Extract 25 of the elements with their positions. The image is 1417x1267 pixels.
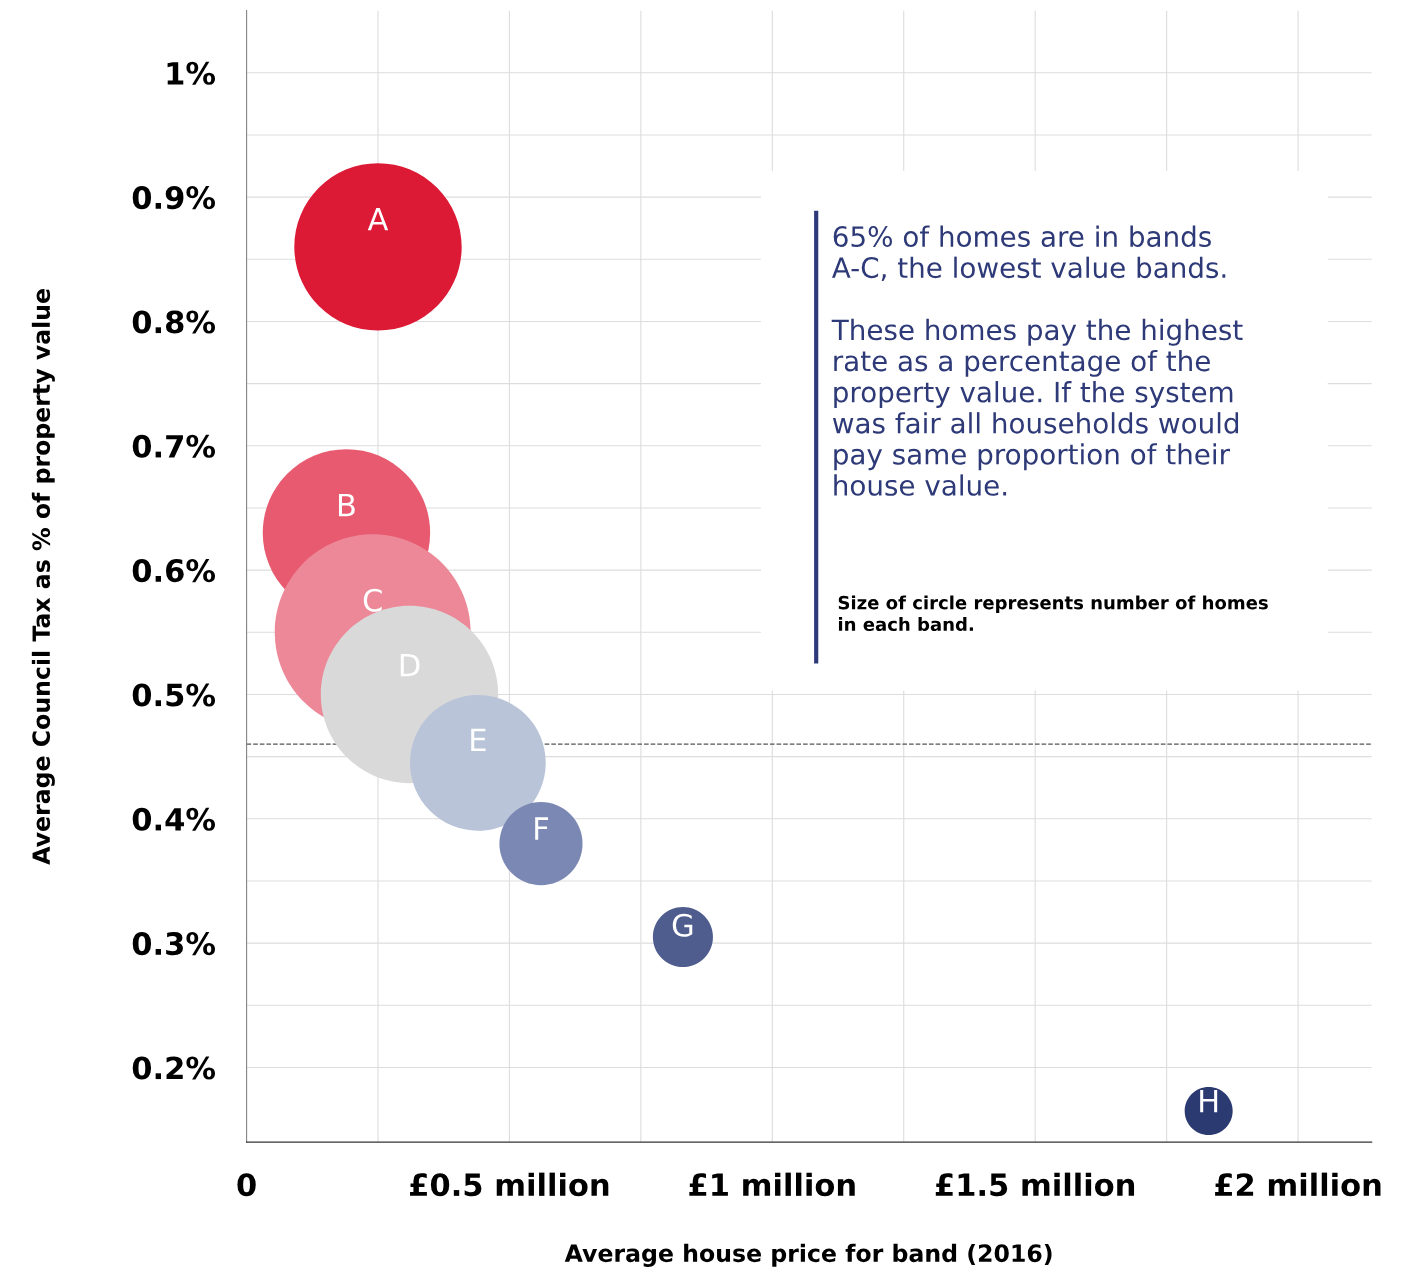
x-tick-label: 0 [237, 1173, 256, 1197]
x-axis-title: Average house price for band (2016) [564, 1243, 1052, 1267]
y-tick-label: 0.8% [132, 310, 216, 334]
y-tick-label: 0.3% [132, 932, 216, 956]
series-label: C [363, 588, 382, 612]
y-tick-label: 0.4% [132, 807, 216, 831]
series-label: E [471, 728, 486, 751]
series-label: G [672, 913, 693, 937]
y-tick-label: 1% [167, 61, 216, 85]
y-tick-label: 0.5% [132, 683, 216, 707]
y-tick-label: 0.2% [132, 1056, 216, 1080]
y-tick-label: 0.6% [132, 559, 216, 583]
series-label: A [367, 207, 389, 231]
x-tick-label: £0.5 million [410, 1172, 609, 1197]
y-tick-label: 0.9% [132, 186, 216, 210]
annotation: Size of circle represents number of homes in each band. [838, 595, 1268, 632]
series-label: F [535, 817, 548, 840]
y-axis-title: Average Council Tax as % of property value [31, 289, 55, 865]
series-label: H [1200, 1089, 1218, 1113]
series-label: B [338, 493, 355, 517]
text: 65% of homes are in bands A-C, the lowest value bands. These homes pay the highest rate as a percentage of the property value. If the system was fair all households would pay same proportion of their house value. [831, 225, 1243, 496]
x-tick-label: £1 million [689, 1172, 855, 1197]
x-tick-label: £1.5 million [935, 1172, 1135, 1197]
x-tick-label: £2 million [1215, 1172, 1381, 1197]
y-tick-label: 0.7% [132, 434, 216, 458]
